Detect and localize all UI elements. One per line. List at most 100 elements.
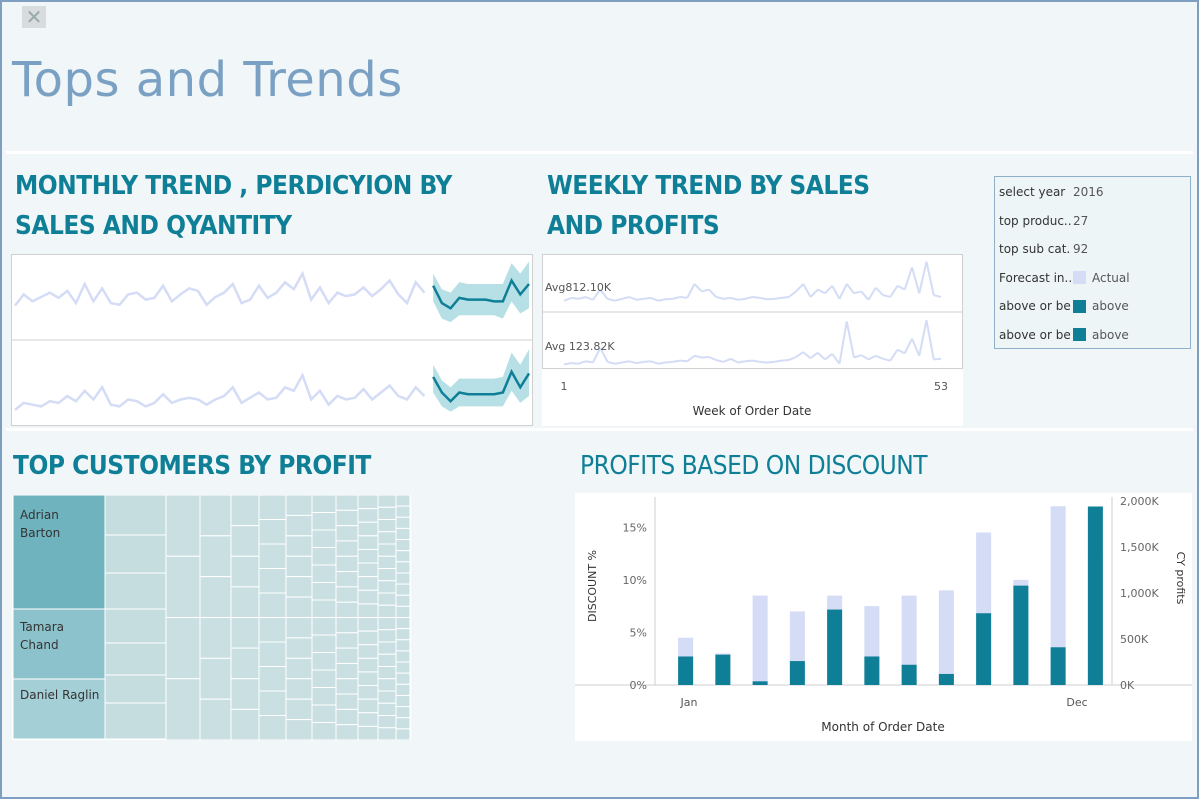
profit-bar[interactable] [864,656,880,685]
treemap-cell[interactable] [377,555,397,569]
discount-chart[interactable]: 0% 5% 10% 15% 0K 500K 1,000K 1,500K 2,000K DISCO… [575,493,1192,741]
treemap-cell[interactable] [335,632,359,649]
treemap-cell[interactable] [285,698,313,721]
treemap-cell[interactable] [357,657,379,673]
treemap-cell[interactable] [199,657,232,700]
treemap-cell[interactable] [285,719,313,740]
treemap-cell[interactable] [395,583,411,596]
treemap-cell[interactable] [230,708,260,740]
treemap-cell[interactable] [357,644,379,659]
treemap-cell[interactable] [395,527,411,541]
treemap-cell[interactable] [258,543,287,569]
profit-bar[interactable] [976,613,992,685]
treemap-cell[interactable] [199,495,232,537]
treemap-cell[interactable] [285,657,313,680]
treemap-cell[interactable] [230,495,260,527]
treemap-cell[interactable] [230,586,260,618]
treemap-cell[interactable] [395,683,411,696]
treemap-cell[interactable] [335,495,359,511]
treemap-cell[interactable] [395,717,411,730]
treemap-cell[interactable] [311,564,337,583]
treemap-cell[interactable] [311,652,337,671]
treemap-cell[interactable] [377,592,397,606]
treemap-cell[interactable] [377,531,397,545]
treemap-cell[interactable] [311,722,337,741]
filter-row[interactable]: top produc.. 27 [999,211,1088,231]
treemap-cell[interactable] [377,727,397,740]
treemap-cell[interactable] [395,694,411,708]
profit-bar[interactable] [827,609,843,685]
treemap-cell[interactable] [104,674,167,704]
treemap-cell[interactable] [230,647,260,680]
treemap-cell[interactable] [395,661,411,674]
treemap-cell[interactable] [230,617,260,649]
treemap-cell[interactable] [357,712,379,727]
treemap-cell[interactable] [199,617,232,659]
treemap-cell[interactable] [311,512,337,531]
discount-bar[interactable] [1050,506,1066,685]
treemap-cell[interactable] [357,495,379,510]
treemap-cell[interactable] [357,630,379,646]
treemap-cell[interactable] [377,568,397,582]
treemap-cell[interactable] [311,582,337,601]
treemap-cell[interactable] [285,678,313,700]
close-button[interactable]: ✕ [22,6,46,28]
treemap-cell[interactable] [377,506,397,520]
treemap-cell[interactable] [395,539,411,552]
treemap-cell[interactable] [311,634,337,653]
treemap-cell[interactable] [335,525,359,542]
treemap-cell[interactable] [395,672,411,685]
treemap-cell[interactable] [335,555,359,573]
treemap-cell[interactable] [377,715,397,729]
treemap-cell[interactable] [285,637,313,659]
treemap-cell[interactable] [199,535,232,578]
treemap-cell[interactable] [395,728,411,740]
filter-row[interactable]: select year 2016 [999,182,1104,202]
treemap-cell[interactable] [230,525,260,557]
treemap-cell[interactable] [311,495,337,513]
treemap-cell[interactable] [199,576,232,618]
treemap-cell[interactable] [395,706,411,719]
treemap-cell[interactable] [335,724,359,740]
treemap-cell[interactable] [258,690,287,716]
treemap-cell[interactable] [258,495,287,520]
treemap-cell[interactable] [395,639,411,652]
treemap-cell[interactable] [285,495,313,516]
treemap-cell[interactable] [377,702,397,716]
treemap-cell[interactable] [377,519,397,533]
treemap-cell[interactable] [357,589,379,605]
treemap-cell[interactable] [335,647,359,664]
treemap-cell[interactable] [377,641,397,655]
treemap-cell[interactable] [377,629,397,643]
treemap-cell[interactable] [377,617,397,631]
customers-treemap[interactable]: Adrian Barton Tamara Chand Daniel Raglin [12,495,411,740]
profit-bar[interactable] [752,681,768,685]
treemap-cell[interactable] [104,534,167,574]
treemap-cell[interactable] [357,548,379,564]
treemap-cell[interactable] [395,495,411,507]
treemap-cell[interactable] [395,505,411,518]
treemap-cell[interactable] [395,617,411,630]
treemap-cell[interactable] [285,555,313,578]
treemap-cell[interactable] [357,685,379,700]
treemap-cell[interactable] [311,599,337,618]
profit-bar[interactable] [1087,506,1103,685]
treemap-cell[interactable] [285,576,313,598]
treemap-cell[interactable] [258,641,287,667]
treemap-cell[interactable] [285,596,313,619]
filter-row[interactable]: Forecast in.. Actual [999,268,1130,288]
discount-bar[interactable] [752,595,768,685]
treemap-cell[interactable] [377,678,397,692]
treemap-cell[interactable] [395,628,411,641]
treemap-cell[interactable] [258,617,287,643]
monthly-trend-chart[interactable] [11,254,533,426]
treemap-cell[interactable] [395,594,411,607]
treemap-cell[interactable] [357,535,379,550]
profit-bar[interactable] [715,654,731,685]
treemap-cell[interactable] [335,708,359,726]
treemap-cell[interactable] [311,529,337,548]
treemap-cell[interactable] [335,586,359,603]
treemap-cell[interactable] [335,662,359,680]
treemap-cell[interactable] [357,698,379,714]
treemap-cell[interactable] [311,617,337,636]
